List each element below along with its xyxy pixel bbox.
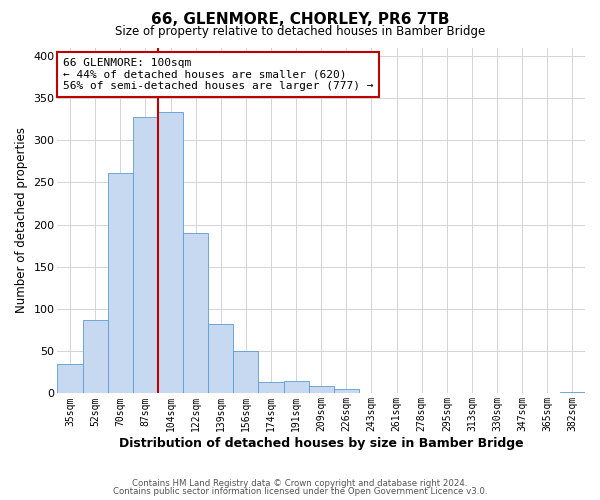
Bar	[560, 392, 585, 394]
Bar	[308, 386, 334, 394]
Text: Contains public sector information licensed under the Open Government Licence v3: Contains public sector information licen…	[113, 487, 487, 496]
Text: Contains HM Land Registry data © Crown copyright and database right 2024.: Contains HM Land Registry data © Crown c…	[132, 478, 468, 488]
Bar	[284, 381, 308, 394]
Bar	[183, 233, 208, 394]
Bar	[259, 382, 284, 394]
Bar	[158, 112, 183, 394]
Text: 66 GLENMORE: 100sqm
← 44% of detached houses are smaller (620)
56% of semi-detac: 66 GLENMORE: 100sqm ← 44% of detached ho…	[63, 58, 373, 91]
Bar	[108, 173, 133, 394]
Text: 66, GLENMORE, CHORLEY, PR6 7TB: 66, GLENMORE, CHORLEY, PR6 7TB	[151, 12, 449, 28]
X-axis label: Distribution of detached houses by size in Bamber Bridge: Distribution of detached houses by size …	[119, 437, 524, 450]
Text: Size of property relative to detached houses in Bamber Bridge: Size of property relative to detached ho…	[115, 25, 485, 38]
Bar	[233, 351, 259, 394]
Bar	[133, 116, 158, 394]
Bar	[334, 389, 359, 394]
Y-axis label: Number of detached properties: Number of detached properties	[15, 128, 28, 314]
Bar	[208, 324, 233, 394]
Bar	[83, 320, 108, 394]
Bar	[58, 364, 83, 394]
